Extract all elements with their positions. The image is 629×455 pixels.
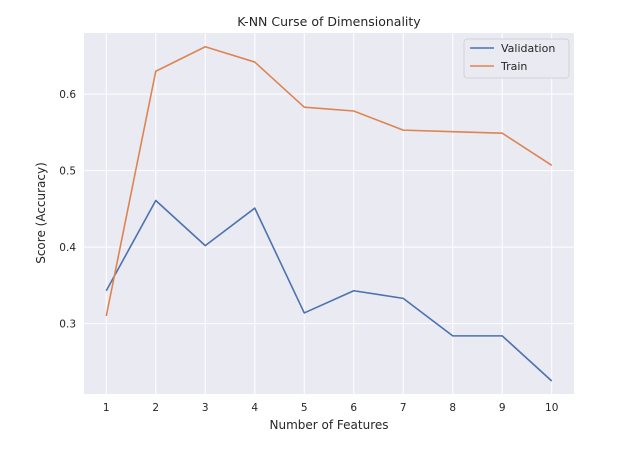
y-tick-label: 0.3 xyxy=(59,319,76,331)
x-tick-label: 2 xyxy=(152,402,159,414)
x-axis-label: Number of Features xyxy=(270,418,389,432)
x-tick-label: 9 xyxy=(499,402,506,414)
x-tick-label: 8 xyxy=(449,402,456,414)
series-line-train xyxy=(105,45,553,317)
legend-label-validation: Validation xyxy=(501,42,555,55)
x-tick-label: 4 xyxy=(251,402,258,414)
x-tick-label: 7 xyxy=(400,402,407,414)
x-tick-label: 5 xyxy=(301,402,308,414)
x-tick-label: 1 xyxy=(103,402,110,414)
tick-labels: 1 2 3 4 5 6 7 8 9 10 0.3 0.4 0.5 0.6 xyxy=(59,89,558,414)
legend: Validation Train xyxy=(463,38,570,79)
x-tick-label: 6 xyxy=(350,402,357,414)
grid xyxy=(84,33,574,394)
chart-title: K-NN Curse of Dimensionality xyxy=(237,14,421,29)
y-tick-label: 0.4 xyxy=(59,242,76,254)
x-tick-label: 10 xyxy=(545,402,558,414)
series-line-validation xyxy=(105,199,553,382)
plot-area xyxy=(84,33,574,394)
legend-label-train: Train xyxy=(500,60,527,73)
y-tick-label: 0.5 xyxy=(59,166,76,178)
x-tick-label: 3 xyxy=(202,402,209,414)
y-tick-label: 0.6 xyxy=(59,89,76,101)
series-lines xyxy=(105,45,553,382)
y-axis-label: Score (Accuracy) xyxy=(34,162,48,264)
